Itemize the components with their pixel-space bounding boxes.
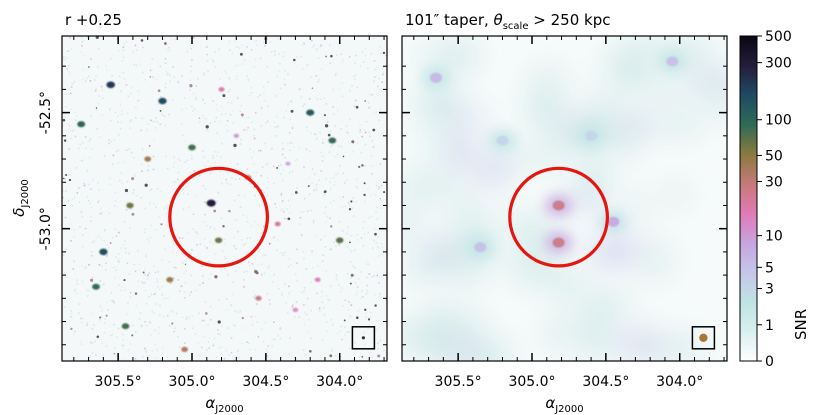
point-source [335,237,344,244]
point-source [166,277,174,283]
panel-left-frame [61,35,388,362]
x-tick-label: 304.5° [242,374,289,390]
point-source [144,156,152,162]
panel-left-beam [351,326,376,350]
point-source [92,283,100,290]
point-source [99,248,108,256]
panel-left-sources [77,81,344,352]
panel-right-ticks [402,36,727,361]
point-source [306,109,315,116]
panel-title-right-theta: θ [493,11,503,29]
region-circle [508,166,609,268]
colorbar-tick-label: 100 [765,113,792,129]
diffuse-source-core [430,72,442,83]
beam-box [691,326,716,350]
beam-ellipse [361,336,365,340]
point-source [158,97,167,105]
panel-right-circle [508,166,609,268]
diffuse-source-core [474,242,487,253]
panel-right [401,35,728,362]
diffuse-source-core [585,130,598,141]
point-source [214,237,223,244]
diffuse-source-core [496,135,509,146]
y-tick-label: -53.0° [38,207,54,250]
panel-left-ticks [62,36,387,361]
panel-right-sources [422,50,687,259]
diffuse-source-core [552,237,565,248]
x-axis-labels: 305.5° 305.0° 304.5° 304.0° αJ2000 305.5° 305.… [95,374,704,415]
x-tick-label: 304.5° [582,374,629,390]
x-tick-label: 305.0° [168,374,215,390]
colorbar-tick-label: 10 [765,229,783,245]
x-tick-label: 304.0° [656,374,703,390]
colorbar-tick-label: 30 [765,175,783,191]
point-source [126,202,134,209]
x-tick-label: 304.0° [316,374,363,390]
point-source [328,137,337,144]
colorbar-tick-label: 500 [765,29,792,45]
point-source [188,144,196,151]
beam-box [351,326,376,350]
x-tick-label: 305.5° [435,374,482,390]
panel-right-beam [691,326,716,350]
panel-right-noise [402,36,727,361]
point-source [77,121,86,128]
y-axis-label: δJ2000 [10,179,31,217]
panel-title-right-sub: scale [502,21,529,32]
colorbar-tick-label: 5 [765,260,774,276]
point-source [314,277,321,282]
point-source [285,161,291,166]
panel-title-right: 101″ taper, θscale > 250 kpc [405,11,610,32]
panel-title-left: r +0.25 [65,11,122,29]
panel-title-right-lead: 101″ taper, [405,11,494,29]
colorbar-label: SNR [792,309,810,340]
point-source [121,323,130,330]
panel-left-circle [168,166,270,268]
panel-left-noise [62,36,387,361]
diffuse-source-core [552,200,565,211]
colorbar-bar [739,35,758,362]
region-circle [168,166,270,268]
y-axis-labels: -52.5° -53.0° δJ2000 [10,91,54,250]
point-source [233,133,239,138]
x-axis-label-left: αJ2000 [205,394,243,415]
colorbar-tick-label: 0 [765,354,774,370]
colorbar-tick-label: 3 [765,282,774,298]
point-source [106,81,116,89]
panel-title-right-tail: > 250 kpc [528,11,611,29]
point-source [274,221,281,227]
x-tick-label: 305.5° [95,374,142,390]
y-tick-label: -52.5° [38,91,54,134]
colorbar-tick-label: 1 [765,318,774,334]
x-tick-label: 305.0° [508,374,555,390]
colorbar-tick-label: 50 [765,148,783,164]
point-source [218,87,225,92]
panel-left [61,35,388,362]
point-source [206,199,216,207]
diffuse-source-core [666,56,679,67]
point-source [255,295,262,301]
diffuse-source-core [607,216,620,227]
colorbar-tick-label: 300 [765,56,792,72]
point-source [292,307,299,313]
beam-ellipse [699,333,708,342]
point-source [181,346,188,352]
panel-right-frame [401,35,728,362]
x-axis-label-right: αJ2000 [545,394,583,415]
